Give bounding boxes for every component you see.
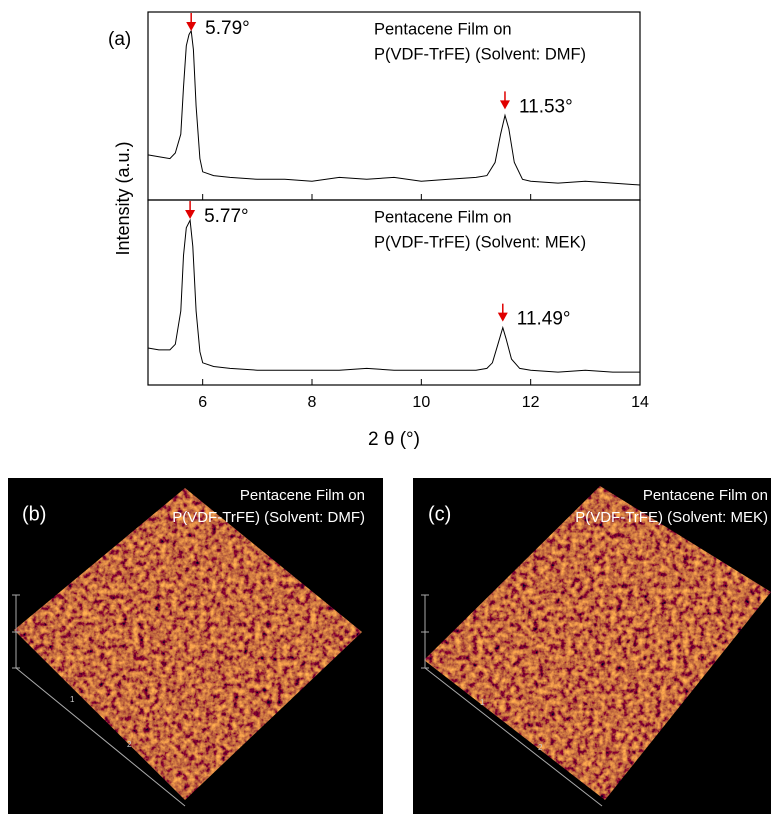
x-axis-label: 2 θ (°) (368, 429, 420, 450)
peak-arrow (185, 210, 196, 219)
x-tick-label: 6 (198, 394, 207, 411)
panel-label: (a) (108, 29, 131, 50)
panel-note: Pentacene Film on (374, 20, 512, 38)
panel-label: (b) (22, 503, 46, 525)
peak-arrow (497, 312, 508, 322)
panel-note: Pentacene Film on (240, 487, 365, 504)
data-line (147, 29, 641, 186)
plot-frame (147, 199, 641, 386)
panel-note: P(VDF-TrFE) (Solvent: MEK) (575, 509, 768, 526)
peak-label: 11.49° (517, 309, 571, 330)
afm-axis-label: 1 (480, 698, 485, 707)
peak-arrow (186, 22, 197, 31)
afm-scale (12, 594, 603, 807)
panel-note: Pentacene Film on (374, 208, 512, 226)
y-axis-label: Intensity (a.u.) (113, 141, 133, 255)
x-tick-label: 14 (631, 394, 649, 411)
afm-axis-label: 2 (538, 743, 543, 752)
x-tick-label: 8 (308, 394, 317, 411)
panel-note: P(VDF-TrFE) (Solvent: DMF) (172, 509, 365, 526)
panel-note: P(VDF-TrFE) (Solvent: DMF) (374, 45, 586, 63)
afm-axis-label: 2 (127, 740, 132, 749)
peak-arrow (499, 100, 510, 110)
panel-note: Pentacene Film on (643, 487, 768, 504)
panel-label: (c) (428, 503, 451, 525)
peak-label: 11.53° (519, 96, 573, 117)
data-line (147, 218, 640, 373)
afm-axis-label: 1 (70, 695, 75, 704)
peak-label: 5.77° (204, 206, 249, 227)
peak-label: 5.79° (205, 18, 250, 39)
x-tick-label: 10 (412, 394, 430, 411)
panel-note: P(VDF-TrFE) (Solvent: MEK) (374, 233, 586, 251)
x-tick-label: 12 (522, 394, 540, 411)
